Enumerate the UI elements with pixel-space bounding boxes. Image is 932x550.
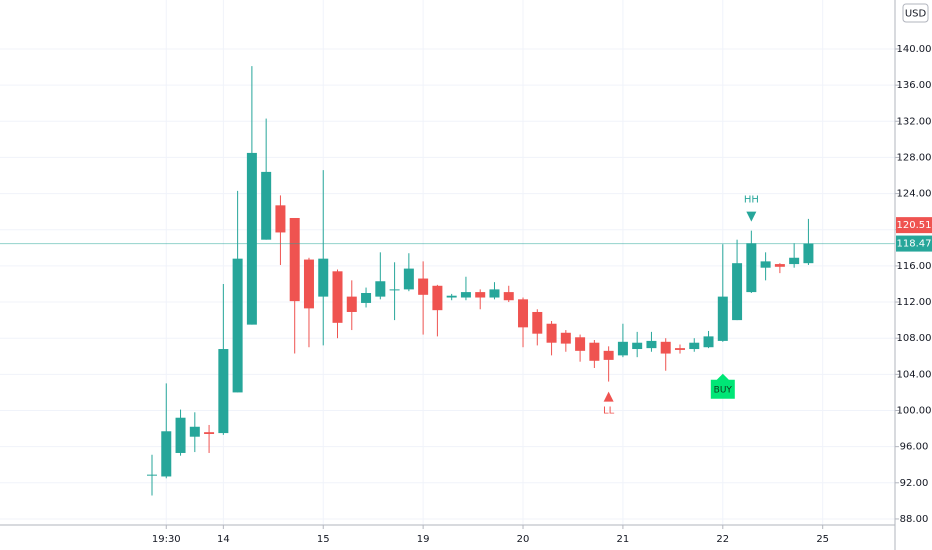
x-tick-label: 15 — [317, 534, 330, 545]
candle-body — [275, 205, 286, 233]
y-tick-label: 136.00 — [897, 80, 932, 91]
candle-body — [632, 342, 643, 350]
y-tick-label: 140.00 — [897, 44, 932, 55]
candle-body — [717, 296, 728, 341]
candle-body — [289, 217, 300, 302]
candle-body — [446, 295, 457, 298]
price-label-box — [896, 217, 932, 234]
candle-body — [261, 171, 272, 240]
currency-box[interactable] — [902, 3, 929, 23]
y-tick-label: 128.00 — [897, 152, 932, 163]
candle-body — [332, 271, 343, 323]
currency[interactable]: USD — [905, 9, 927, 20]
candle-body — [161, 431, 172, 477]
candle-body — [746, 243, 757, 293]
candle-body — [603, 350, 614, 360]
y-tick-label: 116.00 — [897, 261, 932, 272]
candle-body — [218, 349, 229, 434]
y-tick-label: 100.00 — [897, 405, 932, 416]
plot: HH LL BUY — [0, 66, 895, 496]
candle-body — [546, 323, 557, 343]
candle-body — [774, 264, 785, 267]
candle-body — [660, 341, 671, 354]
x-tick-label: 21 — [617, 534, 630, 545]
candle-body — [674, 348, 685, 350]
candle-body — [346, 296, 357, 312]
candle-body — [689, 342, 700, 350]
annotation: LL — [603, 406, 615, 417]
y-tick-label: 104.00 — [897, 369, 932, 380]
price-label: 118.47 — [897, 239, 932, 250]
candle-body — [760, 261, 771, 268]
candle-body — [475, 292, 486, 298]
candle-body — [532, 311, 543, 334]
y-tick-label: 124.00 — [897, 189, 932, 200]
candle-body — [147, 474, 157, 476]
candle-body — [732, 263, 743, 321]
axis: 88.00 92.00 96.00 100.00 104.00 108.00 112.00 1… — [152, 44, 932, 545]
candle-body — [175, 417, 186, 453]
candle-body — [375, 281, 386, 297]
y-tick-label: 96.00 — [900, 442, 929, 453]
candle-body — [460, 292, 471, 298]
candle-body — [617, 341, 628, 356]
candle-body — [560, 332, 571, 344]
candle-body — [503, 292, 514, 301]
candle-body — [489, 289, 500, 298]
price-label-box — [896, 235, 932, 252]
candle-body — [189, 426, 200, 437]
candle-body — [389, 289, 400, 291]
buy-box — [710, 373, 735, 399]
marker-down — [746, 211, 757, 222]
marker-up — [603, 391, 614, 402]
candle-body — [361, 293, 372, 303]
candle-body — [575, 337, 586, 351]
candle-body — [518, 299, 529, 328]
candle-body — [318, 258, 329, 297]
y-tick-label: 108.00 — [897, 333, 932, 344]
y-tick-label: 132.00 — [897, 116, 932, 127]
x-tick-label: 20 — [517, 534, 530, 545]
x-tick-label: 19:30 — [152, 534, 181, 545]
candle-body — [303, 259, 314, 309]
candle-body — [204, 432, 215, 434]
candle-body — [418, 278, 429, 295]
x-tick-label: 14 — [217, 534, 230, 545]
annotation: HH — [744, 195, 759, 206]
y-tick-label: 92.00 — [900, 478, 929, 489]
annotation: BUY — [714, 385, 733, 395]
candle-body — [403, 268, 414, 290]
candle-body — [789, 257, 800, 265]
y-tick-label: 112.00 — [897, 297, 932, 308]
candle-body — [246, 152, 257, 325]
x-tick-label: 25 — [816, 534, 829, 545]
candle-body — [432, 285, 443, 311]
x-tick-label: 22 — [716, 534, 729, 545]
price-label: 120.51 — [897, 220, 932, 231]
y-tick-label: 88.00 — [900, 514, 929, 525]
x-tick-label: 19 — [417, 534, 430, 545]
candle-body — [232, 258, 243, 393]
candle-body — [703, 336, 714, 348]
candle-body — [803, 243, 814, 264]
candle-body — [646, 340, 657, 349]
candle-body — [589, 342, 600, 361]
